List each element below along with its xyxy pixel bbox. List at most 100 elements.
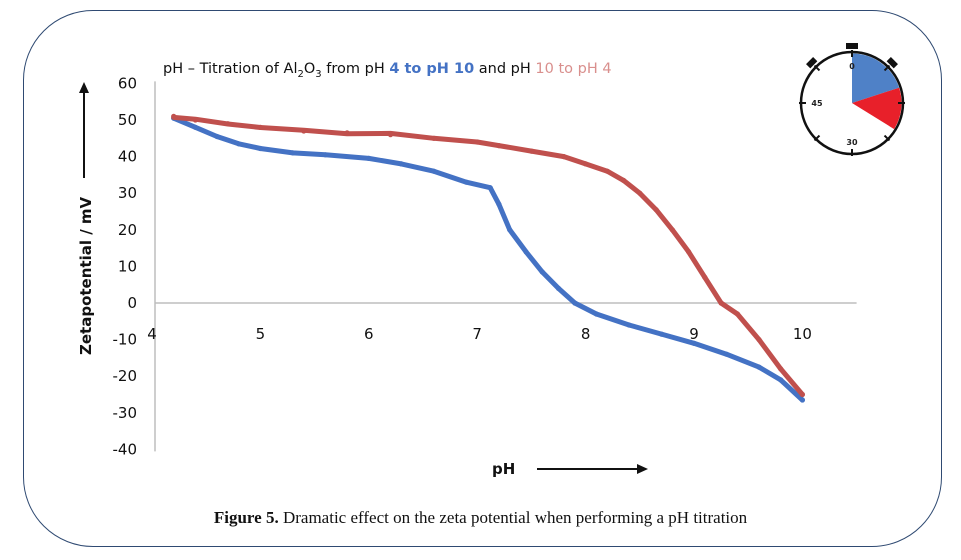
y-tick-label: -40: [113, 440, 138, 458]
y-axis-label-group: Zetapotential / mV: [77, 82, 95, 355]
data-point: [669, 227, 675, 233]
data-point: [474, 139, 480, 145]
data-point: [496, 201, 502, 207]
data-point: [686, 249, 692, 255]
data-point: [290, 150, 296, 156]
data-point: [691, 340, 697, 346]
caption-text: Dramatic effect on the zeta potential wh…: [278, 508, 748, 527]
title-and: and pH: [474, 61, 535, 77]
data-point: [658, 331, 665, 337]
y-tick-label: 60: [118, 74, 137, 92]
stopwatch-label: 45: [811, 99, 823, 108]
y-tick-label: 30: [118, 184, 137, 202]
x-tick-label: 5: [256, 325, 266, 343]
stopwatch-tick: [813, 134, 821, 142]
title-reverse-range: 10 to pH 4: [535, 61, 611, 77]
y-tick-label: 20: [118, 221, 137, 239]
axes: [154, 81, 857, 452]
data-point: [301, 128, 307, 134]
data-point: [398, 161, 404, 167]
chart-title: pH – Titration of Al2O3 from pH 4 to pH …: [163, 61, 612, 80]
x-tick-label: 6: [364, 325, 374, 343]
data-point: [593, 311, 600, 317]
data-point: [236, 141, 242, 147]
data-point: [561, 154, 567, 160]
series-line-forward: [171, 115, 805, 403]
stopwatch-tick: [813, 64, 821, 72]
data-point: [507, 227, 513, 233]
data-point: [637, 190, 643, 196]
data-point: [463, 179, 469, 185]
data-point: [778, 377, 784, 383]
title-forward-range: 4 to pH 10: [389, 61, 474, 77]
data-point: [387, 132, 394, 138]
y-tick-label: 10: [118, 257, 137, 275]
data-point: [799, 397, 806, 403]
stopwatch-icon: 0 45 30: [799, 43, 905, 156]
stopwatch-label: 30: [846, 138, 858, 147]
stopwatch-segment: [852, 87, 902, 130]
data-point: [539, 269, 545, 275]
series-line-reverse: [171, 114, 805, 397]
data-point: [431, 168, 437, 174]
data-point: [171, 113, 177, 119]
figure-caption: Figure 5. Dramatic effect on the zeta po…: [0, 508, 961, 528]
tick-labels: 60 50 40 30 20 10 0 -10 -20 -30 -40 4 5 6 7 8 9 10: [113, 74, 812, 458]
x-tick-label: 10: [793, 325, 812, 343]
data-point: [583, 161, 589, 167]
data-point: [572, 300, 578, 306]
data-point: [257, 124, 263, 130]
y-tick-label: -30: [113, 404, 138, 422]
data-point: [702, 274, 708, 280]
title-compound: Al: [284, 61, 298, 77]
data-point: [225, 121, 231, 127]
data-point: [496, 143, 502, 149]
stopwatch-crown: [846, 43, 858, 49]
data-point: [431, 135, 437, 141]
data-point: [523, 249, 529, 255]
data-point: [778, 366, 784, 372]
x-axis-label-group: pH: [492, 460, 648, 478]
data-point: [192, 124, 198, 130]
data-point: [214, 133, 220, 140]
title-compound-o: O: [304, 61, 315, 77]
data-point: [723, 351, 730, 357]
data-point: [620, 177, 627, 183]
x-axis-label: pH: [492, 460, 515, 478]
stopwatch-tick: [883, 134, 891, 142]
y-tick-label: -20: [113, 367, 138, 385]
y-axis-arrow-head: [79, 82, 89, 93]
data-point: [799, 391, 806, 398]
y-tick-label: -10: [113, 331, 138, 349]
x-tick-label: 7: [472, 325, 482, 343]
data-point: [653, 207, 659, 213]
x-tick-label: 8: [581, 325, 591, 343]
x-tick-label: 4: [147, 325, 157, 343]
data-point: [322, 152, 328, 158]
y-tick-label: 50: [118, 111, 137, 129]
caption-label: Figure 5.: [213, 508, 279, 527]
data-point: [604, 168, 610, 174]
data-point: [528, 148, 535, 154]
data-point: [487, 185, 493, 191]
y-axis-label: Zetapotential / mV: [77, 196, 95, 355]
x-tick-label: 9: [689, 325, 699, 343]
x-axis-arrow-head: [637, 464, 648, 474]
data-point: [756, 364, 762, 370]
data-point: [555, 285, 562, 291]
stopwatch-button: [806, 57, 818, 69]
figure-frame: [23, 10, 942, 547]
title-from: from pH: [322, 61, 390, 77]
title-prefix: pH – Titration of: [163, 61, 284, 77]
data-point: [344, 130, 350, 136]
data-point: [734, 311, 741, 317]
data-point: [366, 155, 372, 161]
series-lines: [171, 113, 806, 403]
data-point: [626, 322, 632, 328]
data-point: [257, 145, 263, 152]
data-point: [192, 117, 198, 123]
title-subscript-2: 3: [315, 69, 321, 80]
stopwatch-tick: [883, 64, 891, 72]
y-tick-label: 0: [127, 294, 137, 312]
